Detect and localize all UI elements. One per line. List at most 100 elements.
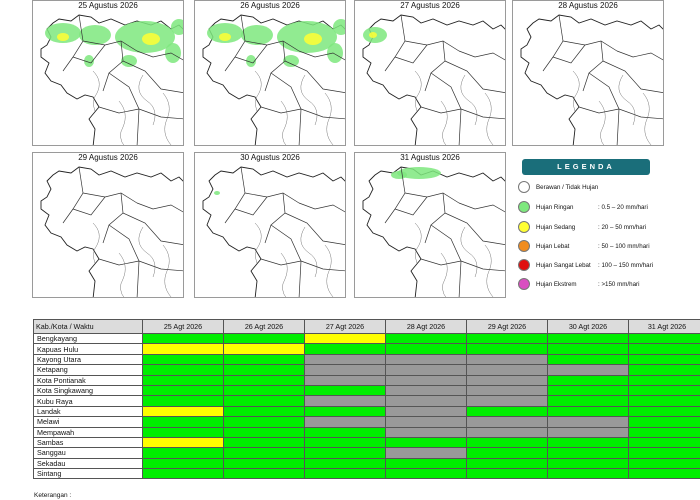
forecast-cell [223,468,305,480]
forecast-cell [466,447,548,459]
regency-border [424,40,446,92]
table-row: Kubu Raya [33,395,700,407]
legend-item: Berawan / Tidak Hujan [518,181,668,195]
rain-area [121,55,137,67]
region-map [202,14,345,145]
regency-border [552,44,586,64]
forecast-cell [628,395,700,407]
forecast-cell [223,384,305,397]
river [92,222,100,264]
region-name-cell: Sanggau [33,447,143,459]
river [642,92,652,145]
map-date-title: 25 Agustus 2026 [78,1,138,10]
legend-item: Hujan Sangat Lebat: 100 – 150 mm/hari [518,259,668,273]
river [162,92,172,145]
river [414,222,422,264]
region-name-cell: Bengkayang [33,332,143,345]
map-panel: 26 Agustus 2026 [194,0,346,146]
regency-border [244,40,300,52]
forecast-cell [142,447,224,459]
regency-border [82,40,138,52]
forecast-cell [142,364,224,376]
regency-border [264,192,286,244]
forecast-cell [385,468,467,480]
forecast-cell [304,447,386,459]
table-row: Melawi [33,416,700,428]
forecast-cell [547,332,629,345]
regency-border [404,40,460,52]
forecast-cell [547,426,629,438]
forecast-cell [547,436,629,449]
region-name-cell: Kayong Utara [33,353,143,366]
rain-area [165,43,181,63]
forecast-cell [304,395,386,407]
forecast-cell [628,384,700,397]
river [440,252,448,297]
regency-border [384,166,406,224]
regency-border [98,106,140,114]
legend-range: : >150 mm/hari [598,281,640,288]
land-outline [40,166,183,297]
map-date-title: 28 Agustus 2026 [558,1,618,10]
regency-border [384,14,406,72]
regency-border [444,60,505,94]
regency-border [404,192,460,204]
river [254,70,262,112]
forecast-cell [223,426,305,438]
region-map [40,166,183,297]
map-panel: 27 Agustus 2026 [354,0,506,146]
regency-border [108,224,140,297]
forecast-cell [304,426,386,438]
forecast-cell [547,416,629,428]
forecast-cell [223,395,305,407]
forecast-cell [223,364,305,376]
forecast-cell [547,395,629,407]
forecast-cell [628,447,700,459]
forecast-cell [547,353,629,366]
map-date-title: 30 Agustus 2026 [240,153,300,162]
river [572,70,580,112]
river [484,244,494,297]
rain-area [246,55,256,67]
region-name-cell: Kubu Raya [33,395,143,407]
region-map [520,14,663,145]
forecast-cell [385,436,467,449]
legend-range: : 0.5 – 20 mm/hari [598,204,648,211]
rain-area [219,33,231,41]
river [118,100,126,145]
legend-item: Hujan Lebat: 50 – 100 mm/hari [518,240,668,254]
forecast-cell [223,332,305,345]
forecast-cell [466,468,548,480]
legend-swatch-icon [518,278,530,290]
regency-border [102,40,124,92]
map-panel: 29 Agustus 2026 [32,152,184,298]
forecast-cell [628,426,700,438]
table-row: Sambas [33,436,700,449]
forecast-cell [142,457,224,470]
table-body: Bengkayang Kapuas Hulu Kayong Utara Ketapan… [33,332,700,480]
forecast-cell [223,405,305,418]
river [460,74,478,126]
legend-item: Hujan Ekstrem: >150 mm/hari [518,278,668,292]
regency-border [98,258,140,266]
river [484,92,494,145]
river [440,100,448,145]
forecast-cell [142,468,224,480]
river [138,74,156,126]
forecast-cell [547,364,629,376]
forecast-cell [466,395,548,407]
river [324,92,334,145]
rain-area [142,33,160,45]
forecast-cell [628,374,700,386]
forecast-cell [385,343,467,355]
forecast-cell [547,343,629,355]
forecast-cell [304,343,386,355]
regency-border [108,72,140,145]
forecast-cell [628,353,700,366]
land-outline [202,166,345,297]
table-row: Ketapang [33,364,700,376]
forecast-cell [223,457,305,470]
regency-border [62,14,84,72]
legend-swatch-icon [518,240,530,252]
forecast-cell [304,436,386,449]
